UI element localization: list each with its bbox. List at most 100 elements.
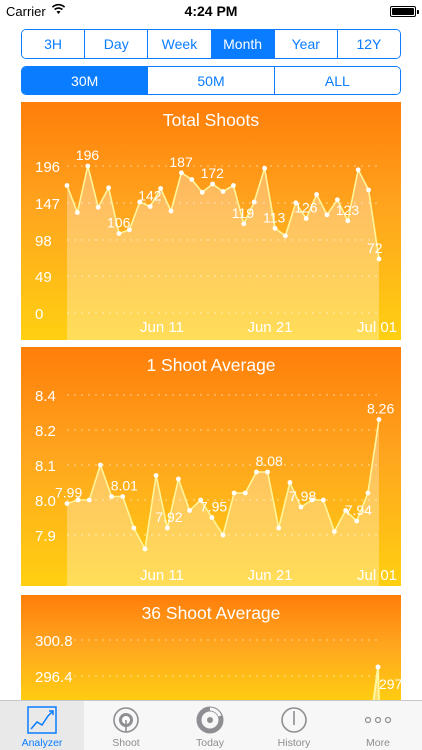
- data-label: 7.94: [345, 502, 372, 518]
- data-point: [209, 515, 215, 520]
- more-dots-icon: [363, 706, 393, 734]
- data-point: [176, 476, 181, 482]
- tab-history[interactable]: History: [252, 701, 336, 750]
- tab-more[interactable]: More: [336, 701, 420, 750]
- data-point: [64, 501, 70, 506]
- segment-day[interactable]: Day: [84, 30, 148, 58]
- data-point: [220, 189, 226, 194]
- y-tick-label: 0: [35, 306, 43, 323]
- series-area: [67, 419, 379, 586]
- segment-30m[interactable]: 30M: [22, 67, 148, 94]
- data-point: [98, 462, 103, 468]
- data-point: [95, 204, 101, 210]
- y-tick-label: 7.9: [35, 528, 56, 545]
- chart-title: Total Shoots: [162, 110, 260, 130]
- data-point: [345, 218, 351, 224]
- segment-3h[interactable]: 3H: [22, 30, 85, 58]
- segment-month[interactable]: Month: [210, 30, 274, 58]
- y-tick-label: 8.4: [35, 388, 56, 405]
- segment-12y[interactable]: 12Y: [336, 30, 400, 58]
- thirty-six-shoot-average-plot: 300.8 296.4 297.5: [35, 633, 401, 705]
- carrier-label: Carrier: [6, 4, 46, 19]
- series-area: [67, 166, 379, 340]
- data-point: [168, 208, 174, 214]
- data-point: [127, 227, 132, 233]
- y-tick-label: 147: [35, 196, 60, 213]
- data-label: 119: [232, 205, 255, 221]
- data-point: [324, 212, 330, 218]
- data-point: [131, 525, 137, 531]
- status-time: 4:24 PM: [184, 3, 238, 19]
- data-label: 172: [201, 165, 225, 181]
- tab-shoot[interactable]: Shoot: [84, 701, 168, 750]
- tab-analyzer[interactable]: Analyzer: [0, 701, 84, 750]
- data-point: [365, 490, 371, 496]
- data-point: [376, 256, 382, 262]
- target-icon: [111, 706, 141, 734]
- x-tick-label: Jun 11: [140, 567, 184, 584]
- data-label: 8.01: [111, 478, 138, 494]
- data-point: [137, 199, 143, 205]
- data-point: [376, 417, 382, 422]
- total-shoots-chart: Total Shoots 196 147 98 49 0 196 106 142 187 172 1…: [21, 102, 401, 340]
- segment-year[interactable]: Year: [273, 30, 337, 58]
- data-label: 7.98: [289, 488, 316, 504]
- data-label: 113: [263, 209, 286, 225]
- data-point: [147, 204, 153, 209]
- data-point: [106, 185, 111, 191]
- x-tick-label: Jun 21: [247, 567, 292, 584]
- data-point: [298, 504, 304, 510]
- data-label: 123: [336, 202, 360, 218]
- data-point: [199, 189, 205, 195]
- data-point: [158, 186, 164, 191]
- y-tick-label: 8.0: [35, 493, 56, 510]
- data-point: [251, 199, 257, 205]
- tab-today[interactable]: Today: [168, 701, 252, 750]
- data-label: 8.08: [256, 453, 283, 469]
- total-shoots-plot: 196 147 98 49 0 196 106 142 187 172 119 113 126 123 72…: [35, 147, 397, 340]
- data-point: [254, 469, 259, 475]
- data-label: 187: [169, 154, 193, 170]
- clock-icon: [279, 706, 309, 734]
- data-point: [210, 181, 216, 187]
- segment-all[interactable]: ALL: [273, 67, 400, 94]
- data-point: [120, 494, 126, 499]
- data-point: [116, 231, 122, 236]
- data-point: [287, 480, 293, 485]
- data-label: 126: [294, 200, 318, 216]
- y-tick-label: 98: [35, 233, 52, 250]
- data-point: [198, 497, 204, 503]
- data-point: [265, 469, 270, 475]
- data-point: [86, 497, 92, 503]
- data-point: [153, 473, 159, 478]
- x-tick-label: Jun 21: [247, 319, 292, 336]
- one-shoot-average-plot: 8.4 8.2 8.1 8.0 7.9 7.99 8.01 7.92 7.95 8.08 7.98 7…: [35, 388, 397, 586]
- battery-icon: [390, 6, 419, 17]
- data-point: [276, 525, 282, 531]
- data-label: 7.99: [55, 485, 82, 501]
- y-tick-label: 49: [35, 269, 52, 286]
- data-point: [355, 167, 361, 173]
- data-label: 106: [107, 215, 131, 231]
- data-point: [64, 183, 70, 188]
- data-point: [179, 170, 184, 176]
- data-label: 142: [138, 188, 162, 204]
- segment-week[interactable]: Week: [147, 30, 211, 58]
- y-tick-label: 296.4: [35, 669, 73, 686]
- segment-50m[interactable]: 50M: [147, 67, 274, 94]
- time-range-segmented-control: 3H Day Week Month Year 12Y: [21, 29, 401, 59]
- status-bar: Carrier 4:24 PM: [0, 0, 422, 22]
- data-label: 196: [76, 147, 100, 163]
- tab-label: Today: [195, 737, 225, 749]
- y-tick-label: 8.2: [35, 423, 56, 440]
- data-point: [354, 518, 360, 524]
- data-point: [335, 197, 340, 203]
- data-point: [85, 163, 91, 169]
- data-point: [242, 490, 248, 496]
- data-point: [220, 532, 226, 538]
- data-point: [262, 165, 267, 171]
- thirty-six-shoot-average-chart: 36 Shoot Average 300.8 296.4 297.5: [21, 595, 401, 705]
- wifi-icon: [51, 3, 66, 18]
- tab-bar: Analyzer Shoot Today History More: [0, 700, 422, 750]
- data-point: [366, 187, 371, 193]
